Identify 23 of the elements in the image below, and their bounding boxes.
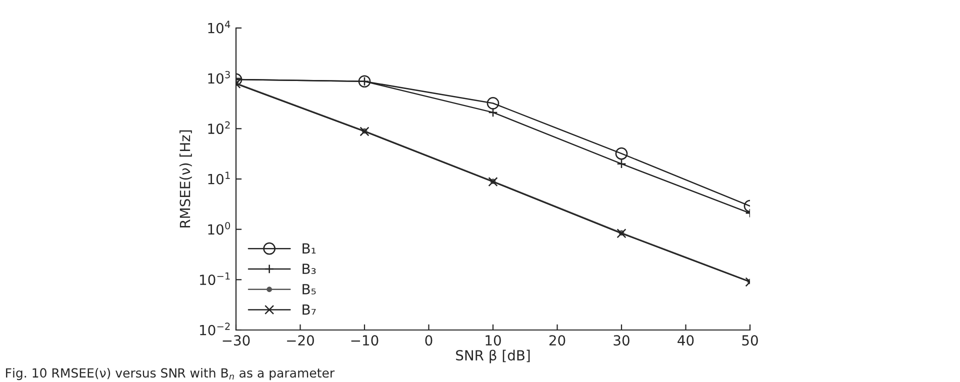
- y-tick-label: 10$^{0}$: [208, 222, 230, 235]
- caption: Fig. 10 RMSEE(ν) versus SNR with B$_{n}$ as a parameter: [6, 368, 335, 380]
- x-tick-label: 40: [678, 335, 694, 346]
- y-tick-label: 10$^{−2}$: [200, 322, 230, 336]
- x-tick-label: −20: [287, 335, 314, 346]
- x-tick-label: 20: [549, 335, 566, 346]
- x-tick-label: 30: [614, 335, 630, 346]
- x-tick-label: 0: [425, 335, 432, 346]
- y-tick-label: 10$^{2}$: [208, 121, 230, 134]
- legend-label: B₅: [302, 284, 316, 294]
- y-tick-label: 10$^{3}$: [208, 70, 230, 84]
- legend-label: B₁: [302, 243, 316, 254]
- x-axis-title: SNR β [dB]: [456, 350, 530, 364]
- legend-label: B₃: [302, 264, 316, 274]
- x-tick-label: 10: [486, 335, 501, 346]
- y-axis-title: RMSEE(ν) [Hz]: [180, 130, 192, 228]
- legend-label: B₇: [302, 304, 316, 315]
- y-tick-label: 10$^{−1}$: [200, 272, 230, 286]
- x-tick-label: −10: [351, 335, 378, 346]
- x-tick-label: −30: [222, 335, 250, 346]
- x-tick-label: 50: [742, 335, 758, 346]
- y-tick-label: 10$^{1}$: [208, 172, 230, 184]
- y-tick-label: 10$^{4}$: [208, 20, 230, 34]
